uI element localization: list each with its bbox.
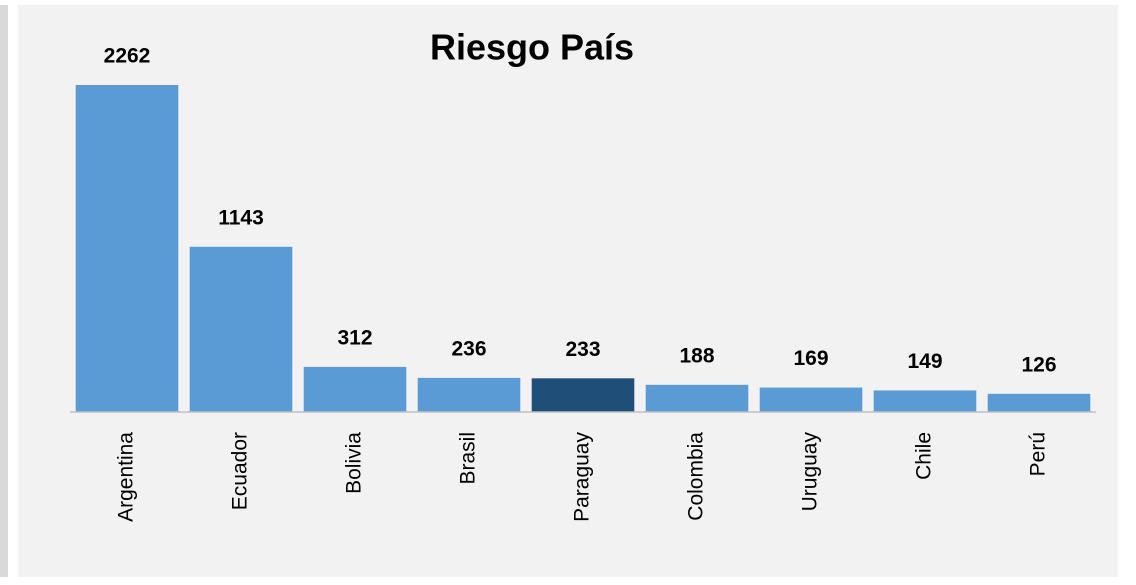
x-tick-label: Colombia bbox=[685, 432, 708, 521]
x-tick-label: Perú bbox=[1027, 432, 1050, 476]
data-label: 233 bbox=[565, 338, 600, 361]
bar bbox=[531, 378, 635, 412]
x-tick-label: Ecuador bbox=[229, 432, 252, 510]
x-tick-label: Paraguay bbox=[571, 432, 594, 522]
x-tick-label: Argentina bbox=[115, 432, 138, 522]
data-label: 169 bbox=[793, 347, 828, 370]
x-tick-label: Chile bbox=[913, 432, 936, 480]
bar bbox=[645, 384, 749, 412]
bar bbox=[417, 377, 521, 412]
bar bbox=[189, 246, 293, 412]
x-tick-label: Brasil bbox=[457, 432, 480, 485]
bar bbox=[873, 390, 977, 412]
data-label: 149 bbox=[907, 350, 942, 373]
x-tick-label: Bolivia bbox=[343, 432, 366, 494]
data-label: 236 bbox=[451, 337, 486, 360]
chart-title: Riesgo País bbox=[430, 27, 634, 68]
bar bbox=[303, 366, 407, 412]
data-label: 1143 bbox=[218, 206, 264, 229]
bar bbox=[75, 85, 179, 412]
data-label: 312 bbox=[337, 326, 372, 349]
data-label: 2262 bbox=[104, 45, 151, 68]
data-label: 126 bbox=[1021, 353, 1056, 376]
left-edge bbox=[0, 5, 8, 577]
bar bbox=[987, 393, 1091, 412]
x-tick-label: Uruguay bbox=[799, 432, 822, 512]
bar bbox=[759, 387, 863, 412]
chart-background bbox=[18, 5, 1118, 577]
data-label: 188 bbox=[679, 344, 714, 367]
